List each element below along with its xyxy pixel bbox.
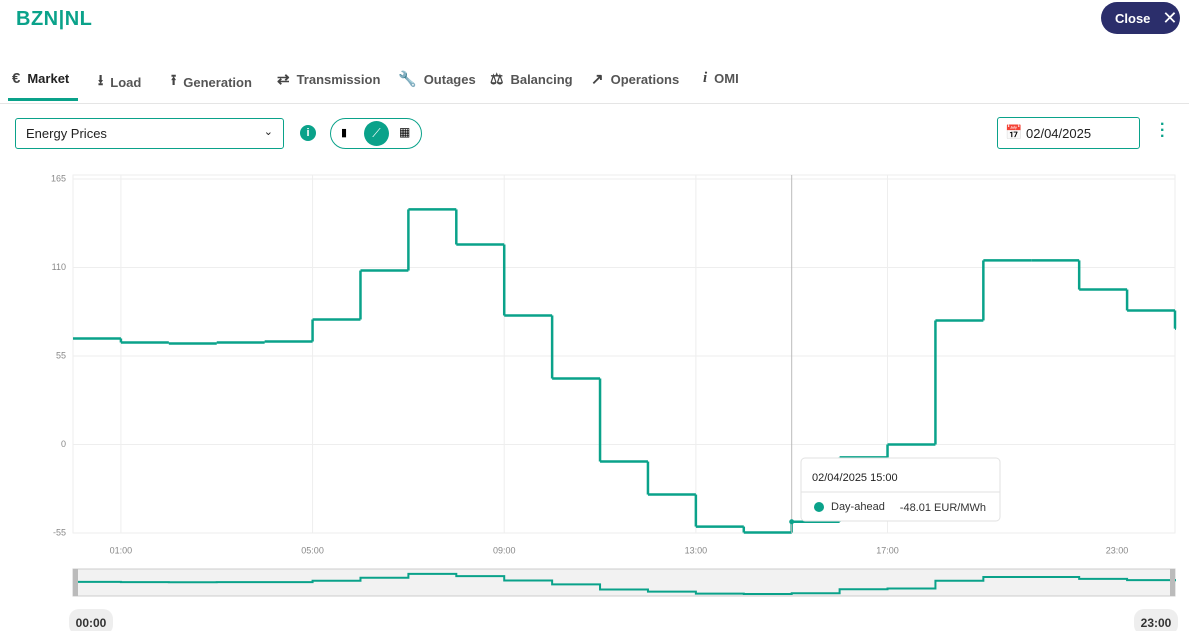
map-view[interactable]: ▮ [341,127,348,139]
table-view[interactable]: ▦ [399,125,411,139]
tooltip-value: -48.01 EUR/MWh [900,502,986,514]
x-tick-label: 09:00 [493,545,516,555]
y-tick-label: 0 [61,439,66,449]
select-value: Energy Prices [26,126,107,141]
tab-label: Generation [183,75,252,90]
hover-point [789,519,795,525]
overview-line [73,572,1176,595]
date-value: 02/04/2025 [1026,126,1092,141]
overview-handle [73,569,78,596]
close-icon: ✕ [1162,7,1178,28]
dataset-select[interactable]: Energy Prices ⌄ [15,118,284,149]
close-button[interactable]: Close ✕ [1101,2,1180,34]
y-tick-label: 110 [52,262,66,272]
tab-label: OMI [714,71,739,86]
plot-area [72,174,1176,534]
date-picker[interactable]: 📅 02/04/2025 [997,117,1140,149]
view-toggle: ▮ ⟋ ▦ [330,118,422,149]
range-label: 23:00 [1141,616,1172,630]
y-tick-label: -55 [53,527,66,537]
calendar-icon: 📅 [1005,124,1023,140]
tooltip-title: 02/04/2025 15:00 [812,472,898,484]
range-label: 00:00 [76,616,107,630]
tab[interactable]: ⭱ Generation [171,72,252,90]
x-tick-label: 01:00 [110,545,133,555]
x-tick-label: 05:00 [301,545,324,555]
y-tick-label: 55 [56,350,66,360]
tab-label: Balancing [510,71,573,87]
chart-view[interactable]: ⟋ [364,121,389,146]
tooltip-box [800,457,1001,522]
legend-dot [814,502,824,512]
tab[interactable]: ⇄ Transmission [277,71,381,88]
tab-bar: € Market ⭳ Load ⭱ Generation ⇄ Transmission … [0,60,1189,104]
active-tab-indicator [8,98,78,101]
overview-handle [1170,569,1175,596]
info-icon[interactable]: i [300,125,316,141]
y-tick-label: 165 [51,173,66,183]
range-badge [1134,609,1178,631]
tab-label: Market [27,71,70,86]
zone-title: BZN|NL [16,8,93,30]
tooltip: 02/04/2025 15:00 Day-ahead -48.01 EUR/MWh [800,457,1001,522]
x-tick-label: 17:00 [876,545,899,555]
tab[interactable]: ↗ Operations [591,71,680,88]
x-tick-label: 13:00 [685,545,708,555]
tab[interactable]: ⚖ Balancing [490,71,573,88]
range-badge [69,609,113,631]
tab[interactable]: € Market [12,70,70,87]
tab[interactable]: i OMI [703,70,739,86]
chevron: ⌄ [263,126,273,138]
tab-label: Operations [610,71,680,87]
tab-label: Transmission [296,71,381,87]
tab-label: Outages [423,71,476,87]
close-label: Close [1115,10,1151,26]
tab[interactable]: 🔧 Outages [398,71,476,88]
series-name: Day-ahead [831,501,885,513]
tab[interactable]: ⭳ Load [98,72,142,90]
tab-label: Load [110,75,142,90]
x-tick-label: 23:00 [1106,545,1129,555]
menu-button[interactable]: · · · [1160,116,1166,145]
